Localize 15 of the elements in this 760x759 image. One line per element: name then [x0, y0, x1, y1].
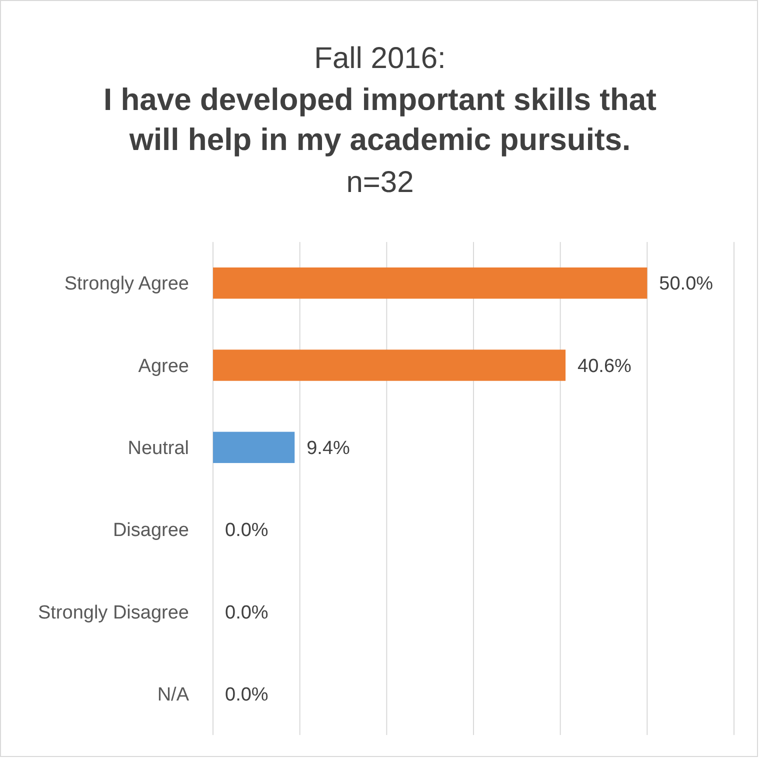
data-label: 40.6% [578, 356, 632, 377]
data-label: 0.0% [225, 520, 268, 542]
y-tick-label: Disagree [112, 520, 189, 542]
chart-subtitle: n=32 [346, 166, 414, 199]
data-label: 0.0% [225, 602, 268, 624]
y-tick-label: Neutral [128, 438, 189, 460]
data-label: 0.0% [225, 684, 268, 706]
text: Fall 2016: [314, 42, 446, 75]
chart-title: I have developed important skills that will help in my academic pursuits. [104, 82, 656, 157]
y-tick-label: Agree [138, 356, 189, 377]
data-label: 50.0% [659, 274, 714, 295]
y-tick-label: Strongly Agree [64, 274, 189, 295]
y-tick-label: Strongly Disagree [38, 602, 189, 624]
y-tick-label: N/A [157, 684, 190, 706]
data-label: 9.4% [306, 438, 350, 460]
